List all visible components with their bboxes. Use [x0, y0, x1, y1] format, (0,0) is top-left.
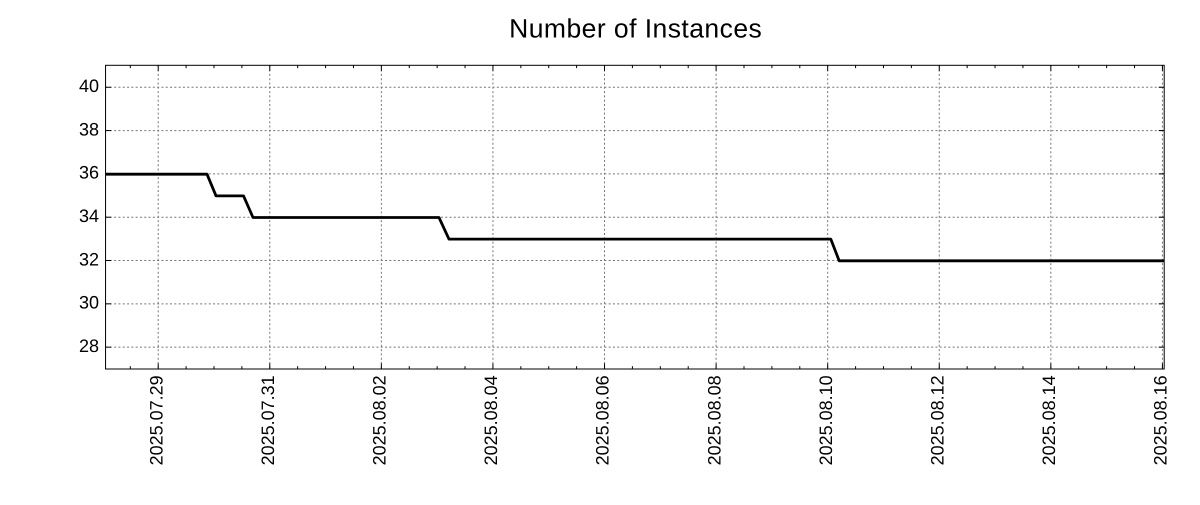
svg-text:2025.08.02: 2025.08.02	[370, 375, 390, 465]
svg-text:2025.07.31: 2025.07.31	[258, 375, 278, 465]
svg-text:38: 38	[79, 119, 99, 139]
svg-text:36: 36	[79, 163, 99, 183]
svg-text:2025.08.12: 2025.08.12	[927, 375, 947, 465]
svg-text:28: 28	[79, 336, 99, 356]
svg-text:2025.08.06: 2025.08.06	[593, 375, 613, 465]
svg-text:40: 40	[79, 76, 99, 96]
svg-text:Number of Instances: Number of Instances	[509, 13, 762, 43]
svg-text:2025.08.14: 2025.08.14	[1039, 375, 1059, 465]
svg-text:2025.08.08: 2025.08.08	[704, 375, 724, 465]
svg-text:32: 32	[79, 249, 99, 269]
svg-text:30: 30	[79, 293, 99, 313]
svg-text:2025.08.10: 2025.08.10	[816, 375, 836, 465]
svg-text:2025.08.04: 2025.08.04	[481, 375, 501, 465]
svg-text:2025.07.29: 2025.07.29	[146, 375, 166, 465]
svg-text:34: 34	[79, 206, 99, 226]
svg-text:2025.08.16: 2025.08.16	[1151, 375, 1171, 465]
